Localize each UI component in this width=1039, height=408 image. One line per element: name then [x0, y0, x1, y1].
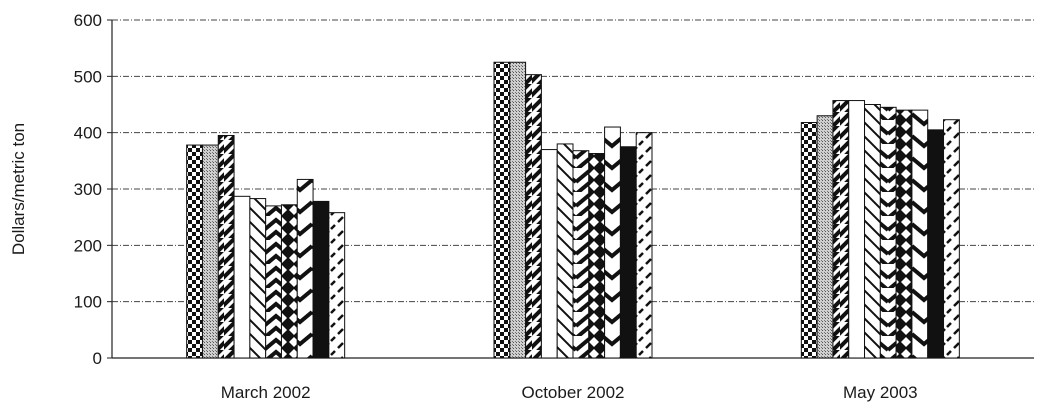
bar	[911, 109, 929, 359]
bar	[848, 100, 866, 359]
bar	[265, 205, 282, 359]
bar	[233, 195, 251, 359]
bar	[895, 109, 913, 359]
bars	[186, 61, 960, 359]
y-tick-label: 0	[93, 349, 102, 368]
y-tick-label: 500	[74, 67, 102, 86]
bar	[201, 144, 219, 359]
y-tick-labels: 0 100 200 300 400 500 600	[74, 11, 102, 368]
y-tick-label: 600	[74, 11, 102, 30]
bar	[635, 132, 653, 359]
bar	[879, 106, 897, 359]
bar	[572, 150, 590, 359]
y-tick-label: 300	[74, 180, 102, 199]
x-tick-label: March 2002	[221, 383, 311, 402]
bar	[312, 200, 330, 359]
bar	[280, 204, 298, 359]
bar	[800, 122, 818, 359]
bar	[296, 178, 314, 359]
bar	[509, 61, 527, 359]
y-axis-label: Dollars/metric ton	[9, 123, 28, 255]
bar	[249, 198, 267, 359]
y-tick-label: 400	[74, 124, 102, 143]
bar	[943, 119, 960, 359]
bar	[217, 134, 235, 359]
x-tick-label: May 2003	[843, 383, 918, 402]
bar	[604, 126, 621, 359]
bar	[556, 143, 574, 359]
bar	[588, 153, 606, 359]
bar	[864, 104, 881, 359]
bar	[619, 146, 637, 359]
bar	[525, 74, 542, 359]
bar	[540, 149, 558, 359]
bar	[186, 144, 203, 359]
x-tick-labels: March 2002 October 2002 May 2003	[221, 383, 918, 402]
bar	[927, 129, 945, 359]
bar	[493, 61, 511, 359]
bar	[328, 212, 346, 359]
y-tick-label: 100	[74, 293, 102, 312]
x-tick-label: October 2002	[521, 383, 624, 402]
bar	[816, 115, 834, 359]
y-tick-label: 200	[74, 236, 102, 255]
bar	[832, 100, 850, 359]
